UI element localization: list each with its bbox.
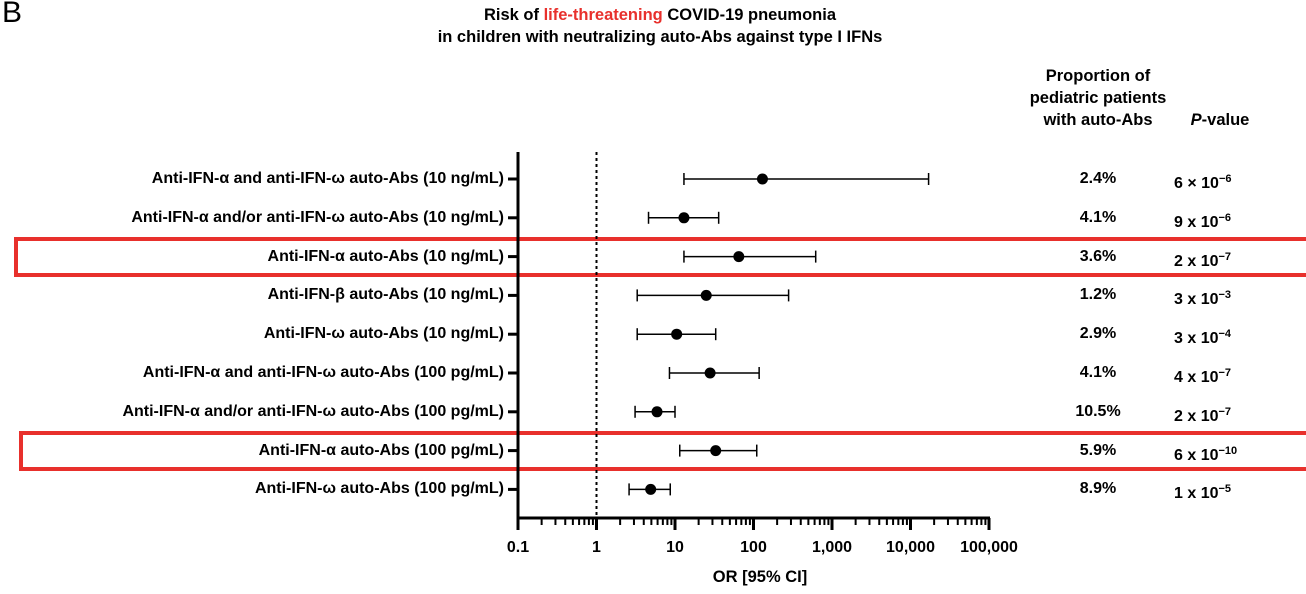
or-point <box>710 445 722 457</box>
x-tick-label: 10 <box>666 539 684 556</box>
p-value: 1 x 10−5 <box>1174 479 1231 504</box>
p-value-base: 6 x 10 <box>1174 446 1219 464</box>
p-value-exponent: −3 <box>1218 289 1232 302</box>
p-value-exponent: −7 <box>1218 367 1232 379</box>
proportion-value: 5.9% <box>1079 441 1117 459</box>
or-point <box>671 328 683 340</box>
or-point <box>645 483 657 495</box>
proportion-value: 3.6% <box>1079 247 1117 265</box>
row-label: Anti-IFN-ω auto-Abs (10 ng/mL) <box>263 325 504 343</box>
row-label: Anti-IFN-α and anti-IFN-ω auto-Abs (100 … <box>142 364 504 381</box>
p-value-base: 1 x 10 <box>1174 485 1219 503</box>
or-point <box>651 406 663 418</box>
p-value-exponent: −7 <box>1218 250 1232 263</box>
or-point <box>733 251 745 263</box>
highlight-box <box>14 236 1306 277</box>
p-value: 6 x 10−10 <box>1174 441 1237 466</box>
proportion-value: 4.1% <box>1079 364 1117 381</box>
p-value-base: 2 x 10 <box>1174 407 1219 425</box>
proportion-column-header: Proportion of pediatric patients with au… <box>1018 65 1178 131</box>
panel-letter: B <box>2 0 23 29</box>
chart-title-line1: Risk of life-threatening COVID-19 pneumo… <box>380 4 940 26</box>
p-value: 2 x 10−7 <box>1174 247 1231 272</box>
p-value: 3 x 10−4 <box>1174 324 1231 349</box>
x-tick-label: 1 <box>592 539 601 556</box>
proportion-value: 4.1% <box>1079 208 1117 226</box>
proportion-value: 2.9% <box>1079 325 1117 343</box>
row-label: Anti-IFN-α and/or anti-IFN-ω auto-Abs (1… <box>131 208 504 226</box>
title-highlight: life-threatening <box>543 6 663 24</box>
p-value-exponent: −6 <box>1218 173 1232 185</box>
x-tick-label: 10,000 <box>886 539 935 556</box>
row-label: Anti-IFN-ω auto-Abs (100 pg/mL) <box>254 480 504 498</box>
proportion-value: 10.5% <box>1075 402 1121 420</box>
pvalue-header-italic: P <box>1190 111 1202 129</box>
p-value-exponent: −4 <box>1218 328 1232 341</box>
proportion-value: 8.9% <box>1079 480 1117 498</box>
x-tick-label: 100 <box>740 539 767 556</box>
chart-title-line2: in children with neutralizing auto-Abs a… <box>437 28 883 46</box>
p-value-exponent: −6 <box>1218 211 1232 224</box>
or-point <box>678 212 690 224</box>
proportion-header-line: with auto-Abs <box>1043 111 1153 129</box>
p-value-base: 2 x 10 <box>1174 252 1219 270</box>
p-value-exponent: −7 <box>1218 405 1232 418</box>
proportion-header-line: pediatric patients <box>1029 89 1167 107</box>
highlight-box <box>19 430 1306 471</box>
pvalue-header-rest: -value <box>1201 111 1250 129</box>
proportion-value: 1.2% <box>1079 286 1117 304</box>
x-tick-label: 1,000 <box>812 539 852 556</box>
x-axis-label: OR [95% CI] <box>712 568 808 586</box>
p-value-base: 6 × 10 <box>1174 175 1219 192</box>
title-post: COVID-19 pneumonia <box>662 6 837 24</box>
row-label: Anti-IFN-α and/or anti-IFN-ω auto-Abs (1… <box>122 402 504 420</box>
proportion-header-line: Proportion of <box>1045 67 1151 85</box>
p-value-exponent: −10 <box>1218 444 1238 457</box>
p-value: 9 x 10−6 <box>1174 208 1231 233</box>
row-label: Anti-IFN-β auto-Abs (10 ng/mL) <box>267 286 504 304</box>
x-tick-label: 0.1 <box>507 539 529 556</box>
proportion-value: 2.4% <box>1079 170 1117 187</box>
p-value-base: 3 x 10 <box>1174 291 1219 309</box>
or-point <box>700 289 712 301</box>
p-value: 3 x 10−3 <box>1174 285 1231 310</box>
p-value-base: 4 x 10 <box>1174 369 1219 386</box>
p-value: 2 x 10−7 <box>1174 402 1231 427</box>
row-label: Anti-IFN-α and anti-IFN-ω auto-Abs (10 n… <box>151 170 504 187</box>
p-value-base: 9 x 10 <box>1174 213 1219 231</box>
p-value: 6 × 10−6 <box>1174 169 1231 194</box>
row-label: Anti-IFN-α auto-Abs (10 ng/mL) <box>267 247 504 265</box>
pvalue-column-header: P-value <box>1180 109 1260 131</box>
p-value-exponent: −5 <box>1218 483 1232 496</box>
x-tick-label: 100,000 <box>960 539 1018 556</box>
or-point <box>704 367 716 379</box>
or-point <box>756 173 768 185</box>
p-value: 4 x 10−7 <box>1174 363 1231 388</box>
title-pre: Risk of <box>483 6 544 24</box>
row-label: Anti-IFN-α auto-Abs (100 pg/mL) <box>258 441 504 459</box>
p-value-base: 3 x 10 <box>1174 330 1219 348</box>
